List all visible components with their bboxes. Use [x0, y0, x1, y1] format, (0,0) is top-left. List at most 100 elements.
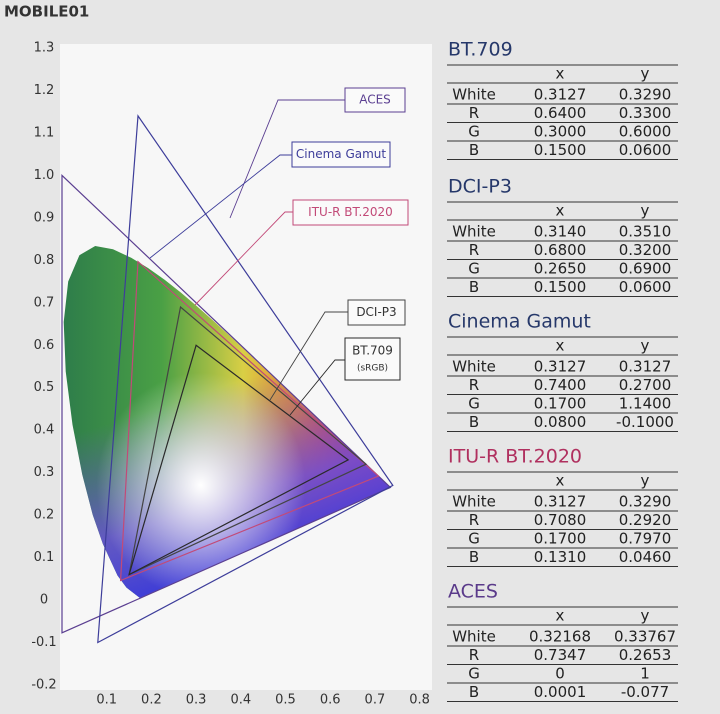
y-tick-label: 1.2 — [34, 83, 55, 98]
legend-label: ACES — [359, 93, 391, 107]
column-header: x — [556, 472, 565, 490]
gamut-triangle — [128, 305, 368, 576]
table-title: BT.709 — [448, 39, 513, 61]
table-cell: -0.1000 — [616, 413, 674, 431]
spectral-locus — [63, 246, 391, 598]
gamut-triangle — [97, 114, 394, 644]
y-tick-label: 0.3 — [34, 465, 55, 480]
gamut-triangle — [119, 260, 380, 582]
table-title: ITU-R BT.2020 — [448, 446, 582, 468]
legend-label: ITU-R BT.2020 — [308, 205, 393, 219]
column-header: y — [641, 202, 650, 220]
table-cell: 0.0460 — [619, 548, 672, 566]
column-header: y — [641, 472, 650, 490]
table-cell: 0.1310 — [534, 548, 587, 566]
table-cell: 0.0600 — [619, 141, 672, 159]
table-cell: B — [469, 141, 479, 159]
x-tick-label: 0.8 — [409, 693, 430, 708]
y-tick-label: 0.2 — [34, 508, 55, 523]
legend-box — [344, 87, 406, 113]
table-cell: 0.33767 — [614, 628, 676, 646]
column-header: x — [556, 607, 565, 625]
leader-line — [194, 211, 293, 306]
table-cell: 0.0800 — [534, 413, 587, 431]
legend-label: DCI-P3 — [356, 305, 396, 319]
table-cell: 0.3300 — [619, 104, 672, 122]
legend-box — [291, 141, 391, 168]
table-cell: 0.7970 — [619, 530, 672, 548]
x-tick-label: 0.3 — [186, 693, 207, 708]
table-cell: B — [469, 413, 479, 431]
table-cell: 0.1700 — [534, 530, 587, 548]
column-header: y — [641, 65, 650, 83]
table-cell: 0.3140 — [534, 223, 587, 241]
x-tick-label: 0.2 — [141, 693, 162, 708]
table-cell: G — [468, 530, 480, 548]
table-cell: B — [469, 278, 479, 296]
table-cell: 0.3200 — [619, 241, 672, 259]
column-header: y — [641, 337, 650, 355]
table-cell: B — [469, 548, 479, 566]
table-cell: 1 — [640, 665, 650, 683]
legend-box — [347, 299, 406, 326]
table-cell: 0.6900 — [619, 260, 672, 278]
table-cell: R — [469, 376, 479, 394]
y-tick-label: -0.2 — [31, 678, 56, 693]
table-cell: G — [468, 665, 480, 683]
table-cell: 0.32168 — [529, 628, 591, 646]
column-header: y — [641, 607, 650, 625]
table-cell: -0.077 — [621, 683, 669, 701]
legend-box — [344, 337, 401, 381]
column-header: x — [556, 202, 565, 220]
y-tick-label: 0.4 — [34, 423, 55, 438]
y-tick-label: 1.3 — [34, 41, 55, 56]
table-cell: White — [452, 358, 496, 376]
column-header: x — [556, 337, 565, 355]
table-cell: White — [452, 223, 496, 241]
watermark: MOBILE01 — [4, 3, 89, 21]
table-cell: 0.6800 — [534, 241, 587, 259]
table-title: DCI-P3 — [448, 176, 512, 198]
table-cell: 0.0001 — [534, 683, 587, 701]
legend-box — [292, 199, 409, 226]
leader-line — [289, 359, 345, 416]
legend-label: BT.709 — [352, 344, 393, 358]
table-cell: R — [469, 104, 479, 122]
table-cell: 0.3290 — [619, 493, 672, 511]
table-cell: 0.3290 — [619, 86, 672, 104]
table-cell: White — [452, 493, 496, 511]
y-tick-label: 0.6 — [34, 338, 55, 353]
y-tick-label: 1.1 — [34, 125, 55, 140]
table-cell: 0.1500 — [534, 141, 587, 159]
table-cell: 0.3000 — [534, 123, 587, 141]
table-cell: 0.2700 — [619, 376, 672, 394]
leader-line — [229, 99, 345, 219]
y-tick-label: 0.9 — [34, 210, 55, 225]
table-cell: R — [469, 646, 479, 664]
table-cell: 0.7080 — [534, 511, 587, 529]
table-cell: White — [452, 628, 496, 646]
leader-line — [269, 311, 348, 401]
table-cell: 0.1500 — [534, 278, 587, 296]
y-tick-label: 0.5 — [34, 380, 55, 395]
table-title: ACES — [448, 581, 498, 603]
leader-line — [149, 154, 292, 259]
table-cell: B — [469, 683, 479, 701]
y-tick-label: 0.1 — [34, 550, 55, 565]
table-cell: 0.3127 — [534, 86, 587, 104]
x-tick-label: 0.6 — [320, 693, 341, 708]
table-cell: G — [468, 395, 480, 413]
table-cell: 0.7400 — [534, 376, 587, 394]
table-cell: White — [452, 86, 496, 104]
table-cell: 0.6400 — [534, 104, 587, 122]
table-cell: 1.1400 — [619, 395, 672, 413]
legend-note: (sRGB) — [357, 364, 388, 374]
table-cell: 0.0600 — [619, 278, 672, 296]
x-tick-label: 0.7 — [365, 693, 386, 708]
table-cell: R — [469, 241, 479, 259]
gamut-triangle — [61, 174, 392, 634]
y-tick-label: 0.8 — [34, 253, 55, 268]
table-cell: 0.3510 — [619, 223, 672, 241]
table-cell: 0.6000 — [619, 123, 672, 141]
